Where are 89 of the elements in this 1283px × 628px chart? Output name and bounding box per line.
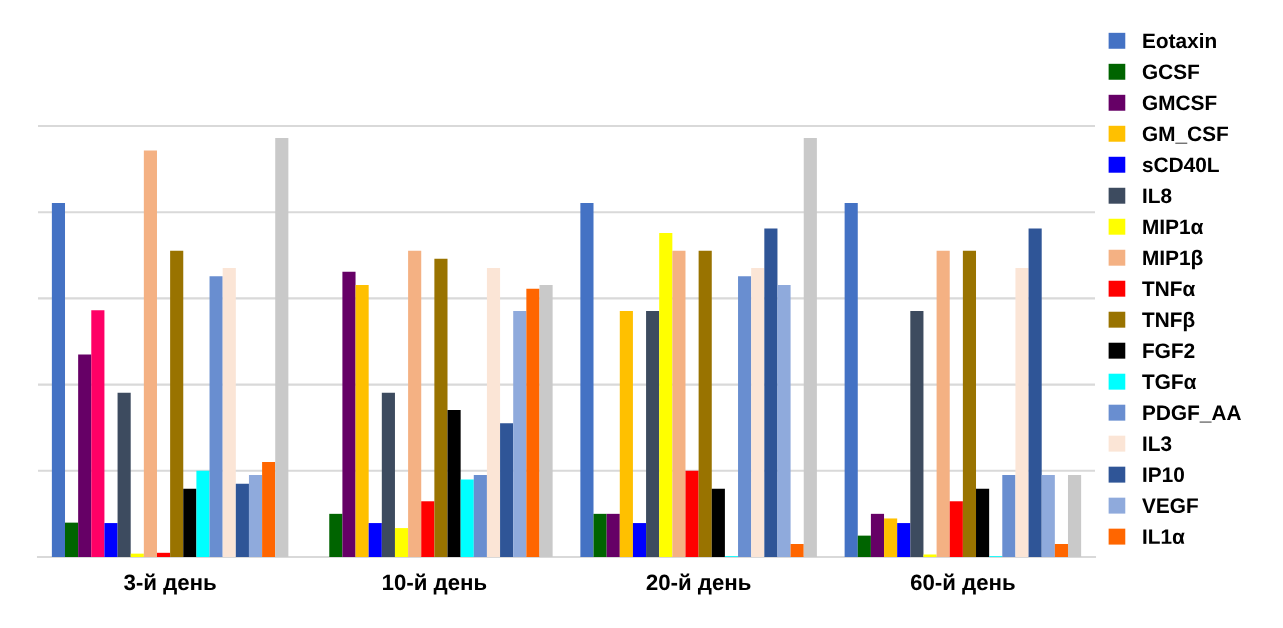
bar: [777, 285, 791, 557]
bar: [368, 523, 382, 557]
bar: [408, 250, 422, 557]
bar: [923, 554, 937, 557]
legend-label: Eotaxin: [1143, 32, 1216, 49]
legend-label: MIP1β: [1143, 249, 1203, 270]
bar: [78, 354, 92, 557]
bar: [421, 501, 435, 557]
bar: [1015, 267, 1029, 557]
bar: [844, 202, 858, 557]
legend-label: IL1α: [1143, 529, 1185, 545]
bar: [473, 474, 487, 557]
bar: [738, 276, 752, 557]
bar: [897, 523, 911, 557]
x-tick-label: 10-й день: [383, 573, 487, 595]
bar: [65, 522, 79, 557]
bar: [711, 488, 725, 557]
bar: [1028, 228, 1042, 557]
bar: [976, 488, 990, 557]
bar: [104, 523, 118, 557]
bar: [51, 202, 66, 557]
bar: [949, 501, 963, 557]
bar: [884, 518, 898, 557]
bar: [143, 150, 157, 557]
bar: [196, 470, 210, 557]
legend-label: TNFα: [1142, 281, 1196, 297]
bar: [764, 228, 778, 557]
bar: [580, 202, 594, 557]
bar: [117, 392, 131, 557]
bar: [936, 250, 950, 557]
bar: [156, 552, 171, 557]
bar: [790, 544, 804, 557]
bar: [355, 285, 369, 557]
x-tick-label: 3-й день: [124, 573, 216, 595]
x-tick-label: 20-й день: [646, 573, 751, 595]
bar: [672, 250, 686, 557]
legend-label: GM_CSF: [1142, 126, 1228, 144]
bar: [235, 483, 249, 557]
bar: [91, 310, 105, 557]
bar: [1067, 474, 1082, 557]
bar: [632, 523, 647, 557]
bar: [486, 267, 501, 557]
bar: [1002, 474, 1016, 557]
bar: [183, 488, 197, 557]
bar: [1054, 544, 1068, 557]
legend-label: GCSF: [1142, 64, 1200, 80]
legend-label: MIP1α: [1143, 219, 1204, 235]
bar: [870, 513, 885, 557]
bar: [1041, 474, 1055, 557]
bar: [593, 513, 607, 557]
bar: [460, 479, 474, 557]
bar: [803, 138, 817, 557]
legend-label: TNFβ: [1142, 311, 1195, 332]
bar: [659, 233, 673, 557]
bar: [857, 535, 871, 557]
bar: [447, 409, 461, 557]
bar: [329, 513, 343, 557]
legend-label: IL8: [1143, 188, 1172, 204]
bar: [434, 258, 448, 557]
legend-label: IP10: [1143, 467, 1184, 483]
bar: [606, 513, 620, 557]
legend-label: VEGF: [1142, 498, 1198, 514]
bar: [394, 528, 409, 557]
bar: [275, 138, 289, 557]
legend-label: TGFα: [1142, 374, 1197, 390]
bar: [910, 311, 924, 557]
bar: [342, 271, 356, 557]
legend-label: sCD40L: [1142, 157, 1219, 173]
bar: [262, 461, 276, 557]
bar: [685, 470, 699, 557]
bar: [962, 250, 977, 557]
bar: [381, 392, 395, 557]
legend-label: FGF2: [1143, 343, 1195, 359]
bar: [170, 250, 184, 557]
bar: [526, 288, 540, 557]
bar: [646, 311, 660, 557]
bar: [539, 285, 553, 557]
bar: [751, 267, 765, 557]
bar: [619, 311, 633, 557]
bar: [500, 423, 514, 557]
legend-label: IL3: [1143, 436, 1172, 452]
legend-label: GMCSF: [1142, 95, 1217, 111]
bar: [222, 267, 236, 557]
x-tick-label: 60-й день: [910, 573, 1015, 595]
legend-label: PDGF_AA: [1143, 405, 1241, 423]
bar: [513, 311, 527, 557]
bar: [698, 250, 712, 557]
bar: [209, 276, 223, 557]
bar: [248, 474, 263, 557]
